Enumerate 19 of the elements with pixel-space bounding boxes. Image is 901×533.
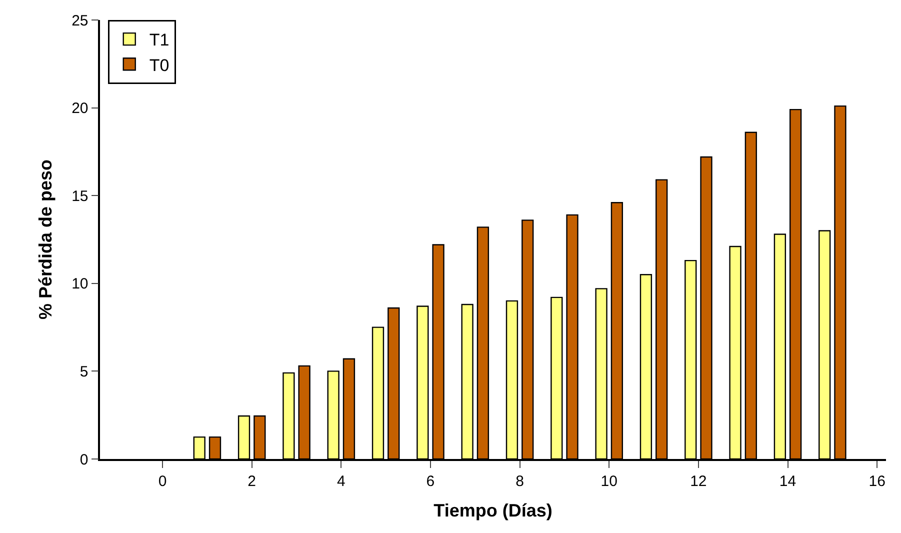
x-tick-label: 6 (426, 472, 435, 490)
x-tick-label: 2 (248, 472, 256, 490)
y-tick-label: 20 (72, 100, 88, 118)
x-tick-label: 14 (779, 472, 796, 490)
x-tick-label: 4 (336, 472, 346, 490)
y-tick-label: 15 (72, 188, 88, 205)
x-tick-label: 12 (690, 472, 707, 490)
y-axis-title: % Pérdida de peso (35, 159, 56, 320)
x-tick-label: 10 (600, 472, 618, 490)
legend-label: T0 (149, 56, 170, 75)
legend-label: T1 (149, 30, 170, 50)
x-tick-label: 16 (868, 472, 886, 490)
x-tick-label: 0 (158, 472, 167, 490)
y-tick-label: 0 (80, 451, 88, 468)
y-tick-label: 25 (72, 12, 88, 30)
y-tick-label: 5 (80, 363, 88, 380)
x-axis-title: Tiempo (Días) (434, 500, 552, 520)
x-tick-label: 8 (516, 472, 524, 490)
y-tick-label: 10 (72, 276, 88, 293)
